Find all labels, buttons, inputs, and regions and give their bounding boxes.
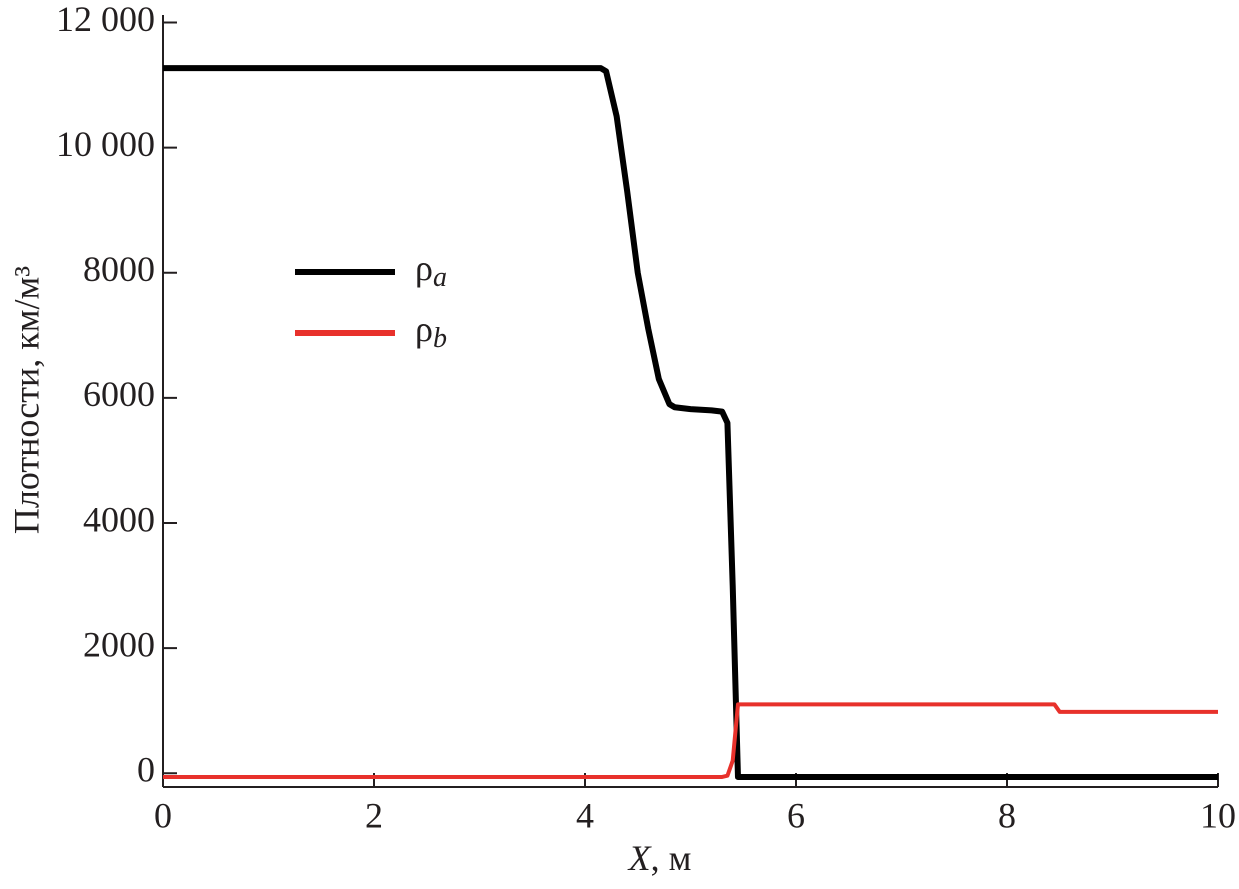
x-tick-label: 6: [787, 795, 805, 835]
y-tick-label: 2000: [83, 624, 155, 664]
x-tick-label: 10: [1200, 795, 1236, 835]
y-tick-label: 10 000: [56, 124, 155, 164]
x-tick-label: 2: [365, 795, 383, 835]
y-tick-label: 0: [137, 750, 155, 790]
x-axis-label: X, м: [627, 838, 692, 878]
y-tick-label: 4000: [83, 499, 155, 539]
y-tick-label: 6000: [83, 374, 155, 414]
y-axis-label: Плотности, км/м³: [6, 266, 46, 534]
y-tick-label: 8000: [83, 249, 155, 289]
legend-label: ρa: [415, 248, 447, 293]
data-line: [163, 702, 1218, 779]
data-line: [163, 65, 1218, 780]
legend-label: ρb: [415, 309, 447, 354]
x-tick-label: 4: [576, 795, 594, 835]
y-tick-label: 12 000: [56, 0, 155, 39]
x-tick-label: 0: [154, 795, 172, 835]
x-tick-label: 8: [998, 795, 1016, 835]
